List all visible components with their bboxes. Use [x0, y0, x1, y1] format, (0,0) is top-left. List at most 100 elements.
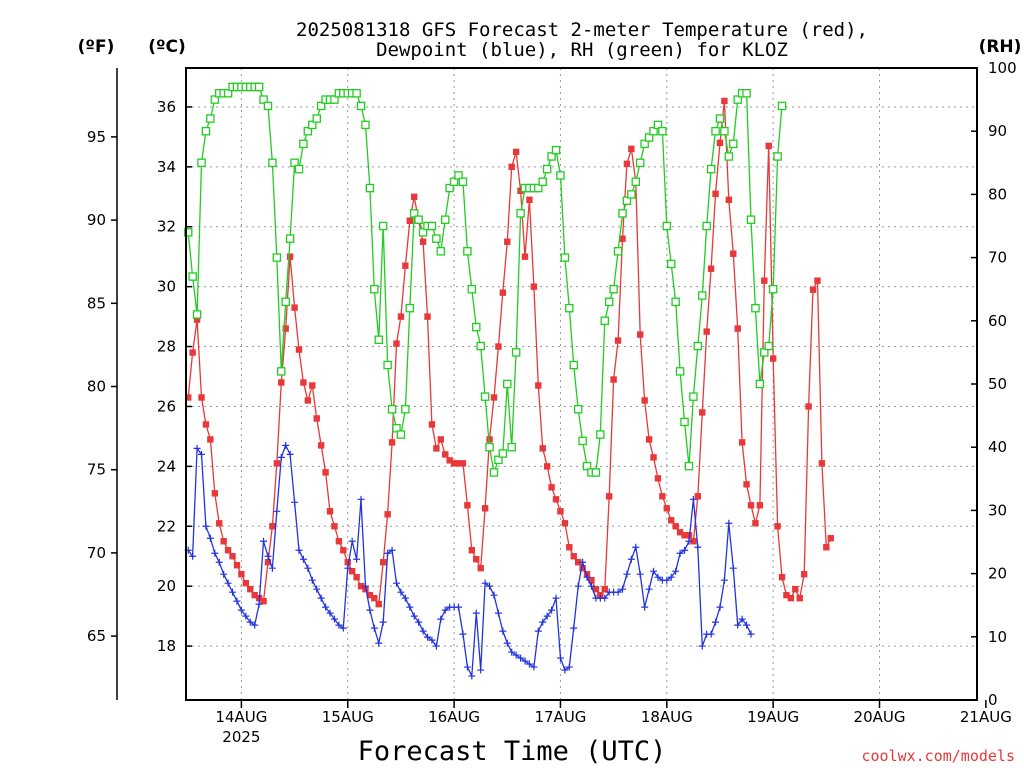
rh-axis: 0 10 20 30 40 50 60 70 80 90 100 [971, 59, 1017, 709]
dewpoint-point [410, 612, 418, 620]
rh-point [281, 297, 290, 307]
temperature-point [473, 556, 480, 563]
dewpoint-point [463, 663, 471, 671]
dewpoint-point [734, 621, 742, 629]
fahrenheit-tick-label: 90 [87, 211, 106, 229]
time-tick-label: 19AUG [747, 708, 799, 726]
rh-point [290, 158, 299, 168]
temperature-point [543, 463, 551, 470]
rh-point [649, 126, 658, 136]
temperature-line [187, 100, 832, 606]
time-tick-year-label: 2025 [222, 728, 260, 746]
temperature-point [681, 532, 688, 539]
temperature-point [796, 594, 803, 602]
rh-point [254, 82, 264, 92]
temperature-point [464, 502, 471, 509]
dewpoint-point [685, 537, 693, 545]
dewpoint-point [424, 633, 432, 641]
temperature-point [411, 193, 418, 200]
dewpoint-point [517, 654, 525, 662]
rh-point [764, 341, 773, 351]
x-axis-title: Forecast Time (UTC) [358, 736, 667, 767]
temperature-point [521, 253, 529, 260]
rh-point [751, 303, 760, 313]
credit-link[interactable]: coolwx.com/models [861, 747, 1015, 765]
celsius-tick-label: 24 [157, 457, 176, 475]
rh-point [777, 101, 787, 111]
rh-point [498, 449, 508, 458]
dewpoint-point [357, 495, 365, 503]
rh-point [197, 158, 206, 168]
temperature-point [495, 343, 502, 350]
temperature-point [530, 283, 538, 290]
dewpoint-point [233, 597, 241, 605]
celsius-tick-label: 32 [157, 218, 176, 236]
dewpoint-point [211, 549, 219, 557]
temperature-point [800, 570, 808, 578]
temperature-point [783, 591, 790, 599]
temperature-point [805, 403, 812, 410]
temperature-point [260, 597, 267, 605]
rh-point [578, 436, 587, 446]
dewpoint-point [246, 618, 254, 626]
fahrenheit-tick-label: 70 [87, 544, 106, 562]
dewpoint-point [428, 636, 436, 644]
rh-point [440, 215, 450, 224]
rh-point [223, 89, 233, 98]
rh-point [693, 341, 703, 351]
plot-frame [185, 67, 978, 701]
temperature-point [366, 591, 374, 599]
dewpoint-point [348, 537, 356, 545]
dewpoint-point [392, 579, 400, 587]
temperature-point [628, 145, 635, 153]
temperature-point [238, 570, 245, 578]
time-tick-label: 14AUG [215, 708, 267, 726]
dewpoint-point [574, 582, 582, 590]
rh-point [698, 291, 707, 300]
dewpoint-point [694, 543, 702, 551]
rh-point [658, 126, 667, 136]
dewpoint-point [224, 579, 232, 587]
dewpoint-point [667, 573, 675, 581]
dewpoint-point [455, 603, 463, 611]
temperature-point [295, 346, 303, 353]
rh-point [472, 322, 481, 332]
rh-point [724, 152, 734, 161]
rh-point [445, 183, 454, 193]
rh-point [268, 158, 277, 168]
rh-point [689, 392, 698, 401]
temperature-point [663, 505, 671, 512]
temperature-point [233, 562, 241, 569]
dewpoint-point [379, 618, 387, 626]
dewpoint-point [579, 558, 587, 566]
dewpoint-point [384, 549, 392, 557]
temperature-point [685, 532, 693, 539]
rh-point [374, 335, 384, 345]
temperature-point [437, 436, 445, 443]
dewpoint-point [632, 543, 640, 551]
rh-point [432, 234, 441, 243]
celsius-tick-label: 18 [157, 637, 176, 655]
series-layer [183, 82, 834, 680]
fahrenheit-tick-label: 75 [87, 461, 106, 479]
dewpoint-point [712, 618, 720, 626]
rh-point [746, 215, 756, 224]
rh-point [449, 177, 459, 187]
chart-title-line1: 2025081318 GFS Forecast 2-meter Temperat… [296, 19, 868, 41]
temperature-point [557, 508, 564, 515]
celsius-tick-label: 26 [157, 397, 176, 415]
dewpoint-line [187, 443, 752, 679]
rh-point [640, 139, 649, 149]
dewpoint-point [361, 582, 369, 590]
rh-point [516, 209, 525, 218]
temperature-point [185, 394, 192, 401]
chart-title-line2: Dewpoint (blue), RH (green) for KLOZ [376, 39, 788, 61]
temperature-point [517, 187, 524, 195]
rh-point [582, 461, 592, 471]
temperature-point [322, 469, 329, 476]
dewpoint-point [707, 630, 715, 638]
rh-point [715, 114, 725, 123]
temperature-point [331, 523, 338, 530]
dewpoint-point [561, 666, 569, 674]
temperature-point [224, 547, 232, 554]
